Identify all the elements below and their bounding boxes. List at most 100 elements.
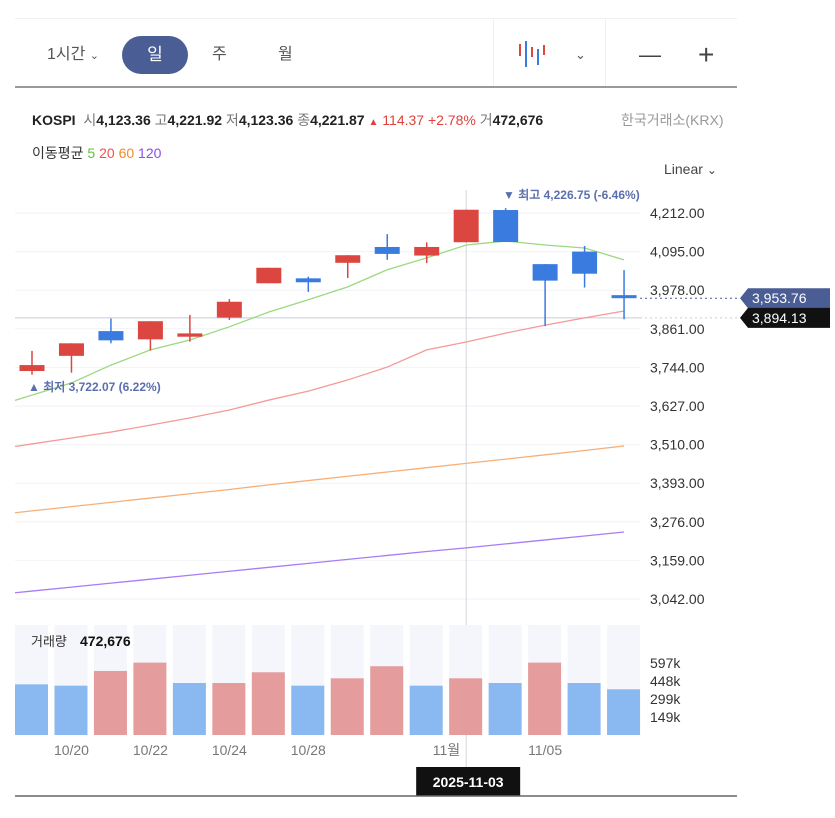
candle-body — [374, 246, 400, 254]
volume-bar — [528, 662, 562, 735]
volume-bar — [133, 662, 167, 735]
chevron-down-icon: ⌄ — [89, 50, 100, 62]
x-axis-label: 10/24 — [212, 742, 247, 758]
symbol: KOSPI — [32, 112, 76, 128]
x-axis-label: 11월 — [433, 742, 460, 758]
x-axis-label: 10/22 — [133, 742, 168, 758]
high-value: 4,221.92 — [167, 112, 223, 128]
candle-body — [295, 278, 321, 283]
candlestick-icon — [519, 41, 545, 67]
volume-label: 거래량 — [31, 634, 67, 649]
volume-tick-label: 299k — [650, 691, 681, 707]
period-tab-month[interactable]: 월 — [278, 46, 293, 63]
period-tab-week[interactable]: 주 — [212, 46, 227, 63]
volume-bar — [607, 689, 641, 735]
last-price-tag — [740, 288, 830, 309]
change-value: 114.37 — [382, 112, 425, 128]
volume-bar — [567, 683, 601, 735]
y-tick-label: 3,861.00 — [650, 321, 705, 337]
y-tick-label: 3,042.00 — [650, 591, 705, 607]
candle-body — [216, 301, 242, 318]
volume-bar — [15, 684, 48, 735]
candle-body — [572, 251, 598, 274]
chart-type-button[interactable] — [518, 39, 548, 77]
y-tick-label: 3,276.00 — [650, 514, 705, 530]
y-tick-label: 3,393.00 — [650, 475, 705, 491]
volume-value: 472,676 — [492, 112, 544, 128]
ma60-line — [14, 445, 625, 514]
interval-label: 1시간 — [47, 46, 86, 63]
scale-mode-dropdown[interactable]: Linear ⌄ — [664, 161, 717, 177]
volume-tick-label: 448k — [650, 673, 681, 689]
close-value: 4,221.87 — [310, 112, 365, 128]
candle-body — [256, 267, 282, 284]
y-tick-label: 4,212.00 — [650, 205, 705, 221]
open-label: 시 — [83, 112, 97, 128]
ma120-line — [14, 531, 625, 594]
volume-bar — [449, 678, 483, 735]
volume-bar — [488, 683, 522, 735]
ma5-line — [14, 240, 625, 401]
crosshair-price-value: 3,894.13 — [752, 310, 807, 326]
volume-bar — [370, 666, 404, 735]
candle-body — [611, 295, 637, 299]
low-value: 4,123.36 — [238, 112, 294, 128]
y-tick-label: 4,095.00 — [650, 244, 705, 260]
candle-body — [177, 333, 203, 337]
y-tick-label: 3,627.00 — [650, 398, 705, 414]
close-label: 종 — [297, 112, 311, 128]
volume-tick-label: 597k — [650, 655, 681, 671]
crosshair-date-value: 2025-11-03 — [433, 774, 504, 790]
x-axis-label: 11/05 — [528, 742, 562, 758]
last-price-value: 3,953.76 — [752, 290, 807, 306]
candle-body — [453, 209, 479, 243]
candle-body — [58, 343, 84, 356]
open-value: 4,123.36 — [96, 112, 151, 128]
x-axis-label: 10/28 — [291, 742, 326, 758]
volume-label: 거 — [479, 112, 493, 128]
volume-bar — [409, 685, 443, 735]
exchange-name: 한국거래소(KRX) — [621, 112, 724, 128]
max-price-annotation: ▼ 최고 4,226.75 (-6.46%) — [503, 187, 640, 202]
y-tick-label: 3,978.00 — [650, 282, 705, 298]
volume-bar — [291, 685, 325, 735]
up-arrow-icon: ▲ — [368, 117, 379, 128]
ma60-legend[interactable]: 60 — [118, 145, 135, 161]
ma20-line — [14, 310, 625, 448]
crosshair-price-tag — [740, 307, 830, 328]
candle-body — [137, 321, 163, 340]
volume-bar — [93, 670, 127, 735]
interval-dropdown[interactable]: 1시간 ⌄ — [47, 36, 99, 74]
zoom-out-button[interactable]: — — [639, 42, 661, 67]
high-label: 고 — [154, 112, 168, 128]
ma5-legend[interactable]: 5 — [87, 145, 96, 161]
chart-toolbar: 1시간 ⌄ 일 주 월 ⌄ — + — [15, 18, 737, 88]
y-tick-label: 3,159.00 — [650, 552, 705, 568]
volume-value: 472,676 — [80, 633, 131, 649]
change-percent: +2.78% — [427, 112, 476, 128]
volume-bar — [212, 683, 246, 735]
ma20-legend[interactable]: 20 — [99, 145, 115, 161]
candle-body — [98, 331, 124, 341]
y-tick-label: 3,510.00 — [650, 437, 705, 453]
moving-average-legend: 이동평균 5 20 60 120 — [32, 143, 161, 163]
period-tab-day[interactable]: 일 — [122, 36, 188, 74]
ma120-legend[interactable]: 120 — [138, 145, 162, 161]
ma-label: 이동평균 — [32, 145, 84, 161]
y-tick-label: 3,744.00 — [650, 359, 705, 375]
scale-mode-label: Linear — [664, 161, 703, 177]
min-price-annotation: ▲ 최저 3,722.07 (6.22%) — [28, 379, 161, 394]
candle-body — [335, 255, 361, 263]
chart-type-dropdown-chevron-icon[interactable]: ⌄ — [575, 47, 586, 62]
volume-bar — [330, 678, 364, 735]
candle-body — [19, 365, 45, 372]
zoom-in-button[interactable]: + — [698, 39, 715, 70]
candle-body — [493, 210, 519, 243]
volume-bar — [172, 683, 206, 735]
volume-tick-label: 149k — [650, 709, 681, 725]
volume-bar — [251, 672, 285, 735]
candle-body — [414, 246, 440, 256]
chevron-down-icon: ⌄ — [706, 163, 717, 177]
volume-bar — [54, 685, 88, 735]
